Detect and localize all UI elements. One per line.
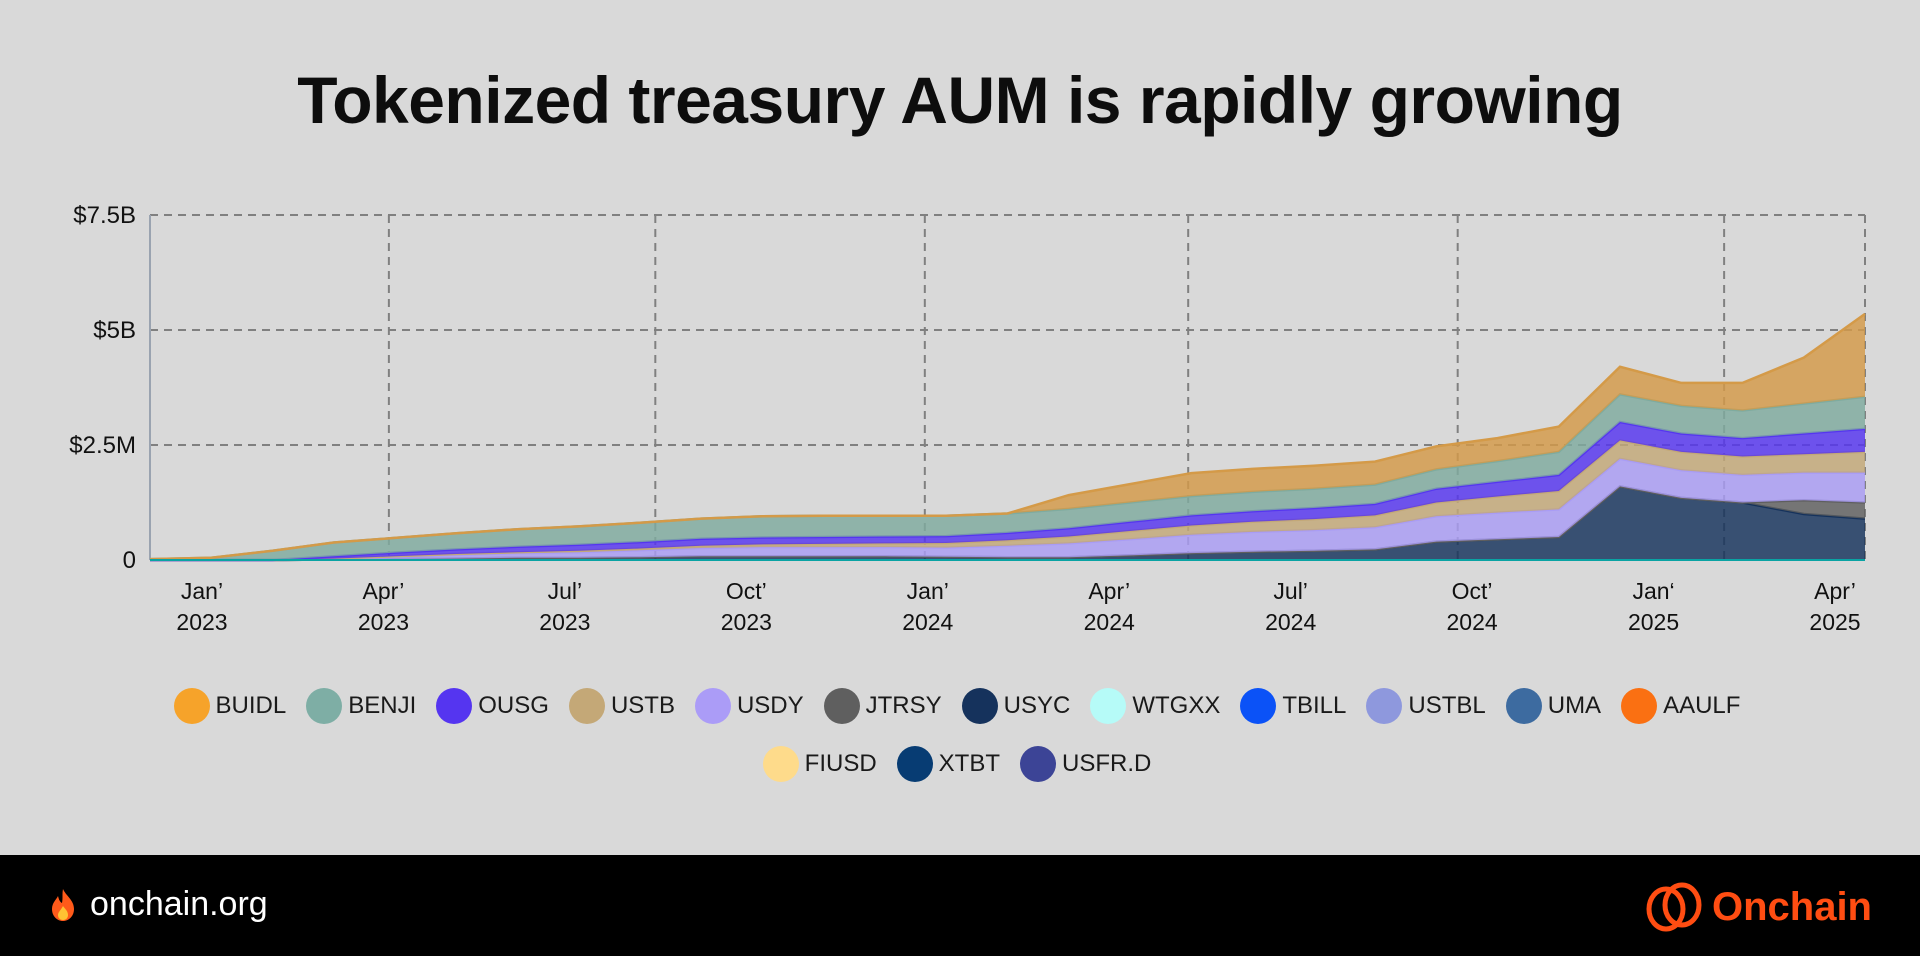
legend-label: FIUSD xyxy=(804,750,877,777)
legend: BUIDL BENJI OUSG USTB USDY JTRSY USYC WTGXX TBIL… xyxy=(0,688,1920,782)
x-tick-label: 2023 xyxy=(176,609,227,635)
legend-label: BUIDL xyxy=(215,692,287,719)
legend-label: USTB xyxy=(610,692,675,719)
area-ousg xyxy=(150,422,1865,560)
legend-item-usyc[interactable]: USYC xyxy=(961,688,1077,724)
legend-swatch xyxy=(1366,688,1403,724)
legend-item-benji[interactable]: BENJI xyxy=(306,688,422,724)
x-tick-label: Jul’ xyxy=(1273,578,1308,604)
legend-item-ustb[interactable]: USTB xyxy=(568,688,681,724)
legend-item-fiusd[interactable]: FIUSD xyxy=(762,746,883,782)
y-tick-label: $2.5M xyxy=(69,432,136,459)
legend-item-xtbt[interactable]: XTBT xyxy=(896,746,1006,782)
legend-swatch xyxy=(694,688,731,724)
legend-item-buidl[interactable]: BUIDL xyxy=(173,688,293,724)
legend-label: OUSG xyxy=(478,692,549,719)
legend-label: USFR.D xyxy=(1062,750,1152,777)
x-tick-label: 2023 xyxy=(721,609,772,635)
x-tick-label: Jan‘ xyxy=(1632,578,1674,604)
legend-row: BUIDL BENJI OUSG USTB USDY JTRSY USYC WTGXX TBIL… xyxy=(173,688,1747,724)
x-tick-label: 2024 xyxy=(1084,609,1135,635)
onchain-logo-icon xyxy=(1646,882,1702,932)
legend-item-aaulf[interactable]: AAULF xyxy=(1621,688,1746,724)
legend-label: USTBL xyxy=(1408,692,1486,719)
brand-label: Onchain xyxy=(1711,884,1872,929)
legend-swatch xyxy=(1505,688,1542,724)
x-tick-label: 2023 xyxy=(539,609,590,635)
legend-swatch xyxy=(961,688,998,724)
chart-title: Tokenized treasury AUM is rapidly growin… xyxy=(297,63,1623,137)
footer: onchain.org Onchain xyxy=(0,855,1920,956)
legend-label: USDY xyxy=(736,692,804,719)
footer-site-label: onchain.org xyxy=(90,885,268,923)
legend-item-tbill[interactable]: TBILL xyxy=(1240,688,1352,724)
legend-label: WTGXX xyxy=(1132,692,1221,719)
y-tick-label: $7.5B xyxy=(73,202,136,229)
legend-item-uma[interactable]: UMA xyxy=(1505,688,1607,724)
x-tick-label: 2025 xyxy=(1809,609,1860,635)
brand: Onchain xyxy=(1644,879,1872,935)
x-tick-label: Apr’ xyxy=(1088,578,1130,604)
legend-row: FIUSD XTBT USFR.D xyxy=(762,746,1158,782)
x-tick-label: Apr’ xyxy=(363,578,405,604)
legend-swatch xyxy=(762,746,799,782)
legend-item-ustbl[interactable]: USTBL xyxy=(1366,688,1491,724)
area-usyc xyxy=(150,486,1865,560)
legend-label: USYC xyxy=(1003,692,1071,719)
x-tick-label: Apr’ xyxy=(1814,578,1856,604)
y-tick-label: 0 xyxy=(123,547,136,574)
area-ustb xyxy=(150,440,1865,560)
x-tick-label: Oct’ xyxy=(1452,578,1493,604)
x-tick-label: 2024 xyxy=(1447,609,1498,635)
x-tick-label: Jan’ xyxy=(181,578,223,604)
legend-label: XTBT xyxy=(938,750,1000,777)
footer-site[interactable]: onchain.org xyxy=(48,885,268,924)
legend-label: AAULF xyxy=(1663,692,1741,719)
legend-swatch xyxy=(1240,688,1277,724)
area-benji xyxy=(150,394,1865,560)
legend-label: UMA xyxy=(1547,692,1602,719)
y-tick-label: $5B xyxy=(93,317,136,344)
legend-item-ousg[interactable]: OUSG xyxy=(436,688,555,724)
x-tick-label: 2023 xyxy=(358,609,409,635)
flame-icon xyxy=(52,888,74,921)
legend-swatch xyxy=(1020,746,1056,782)
legend-label: BENJI xyxy=(348,692,417,719)
x-tick-label: Jul’ xyxy=(548,578,583,604)
line-buidl xyxy=(149,312,1866,561)
legend-item-usfr-d[interactable]: USFR.D xyxy=(1020,746,1157,782)
area-usdy xyxy=(150,458,1865,560)
legend-label: TBILL xyxy=(1282,692,1347,719)
chart: 0 $2.5M $5B $7.5B Jan’ 2023 Apr’ 2023 Jul’ 2023 Oc… xyxy=(69,202,1866,635)
legend-swatch xyxy=(823,688,860,724)
x-tick-label: 2025 xyxy=(1628,609,1679,635)
legend-swatch xyxy=(568,688,605,724)
legend-item-usdy[interactable]: USDY xyxy=(694,688,810,724)
legend-item-jtrsy[interactable]: JTRSY xyxy=(823,688,948,724)
x-tick-label: 2024 xyxy=(902,609,953,635)
x-tick-label: 2024 xyxy=(1265,609,1316,635)
legend-item-wtgxx[interactable]: WTGXX xyxy=(1090,688,1226,724)
legend-label: JTRSY xyxy=(865,692,942,719)
area-buidl xyxy=(150,313,1865,560)
legend-swatch xyxy=(436,688,473,724)
legend-swatch xyxy=(306,688,343,724)
legend-swatch xyxy=(1621,688,1658,724)
legend-swatch xyxy=(173,688,210,724)
legend-swatch xyxy=(1090,688,1127,724)
legend-swatch xyxy=(896,746,933,782)
x-tick-label: Jan’ xyxy=(907,578,949,604)
x-tick-label: Oct’ xyxy=(726,578,767,604)
